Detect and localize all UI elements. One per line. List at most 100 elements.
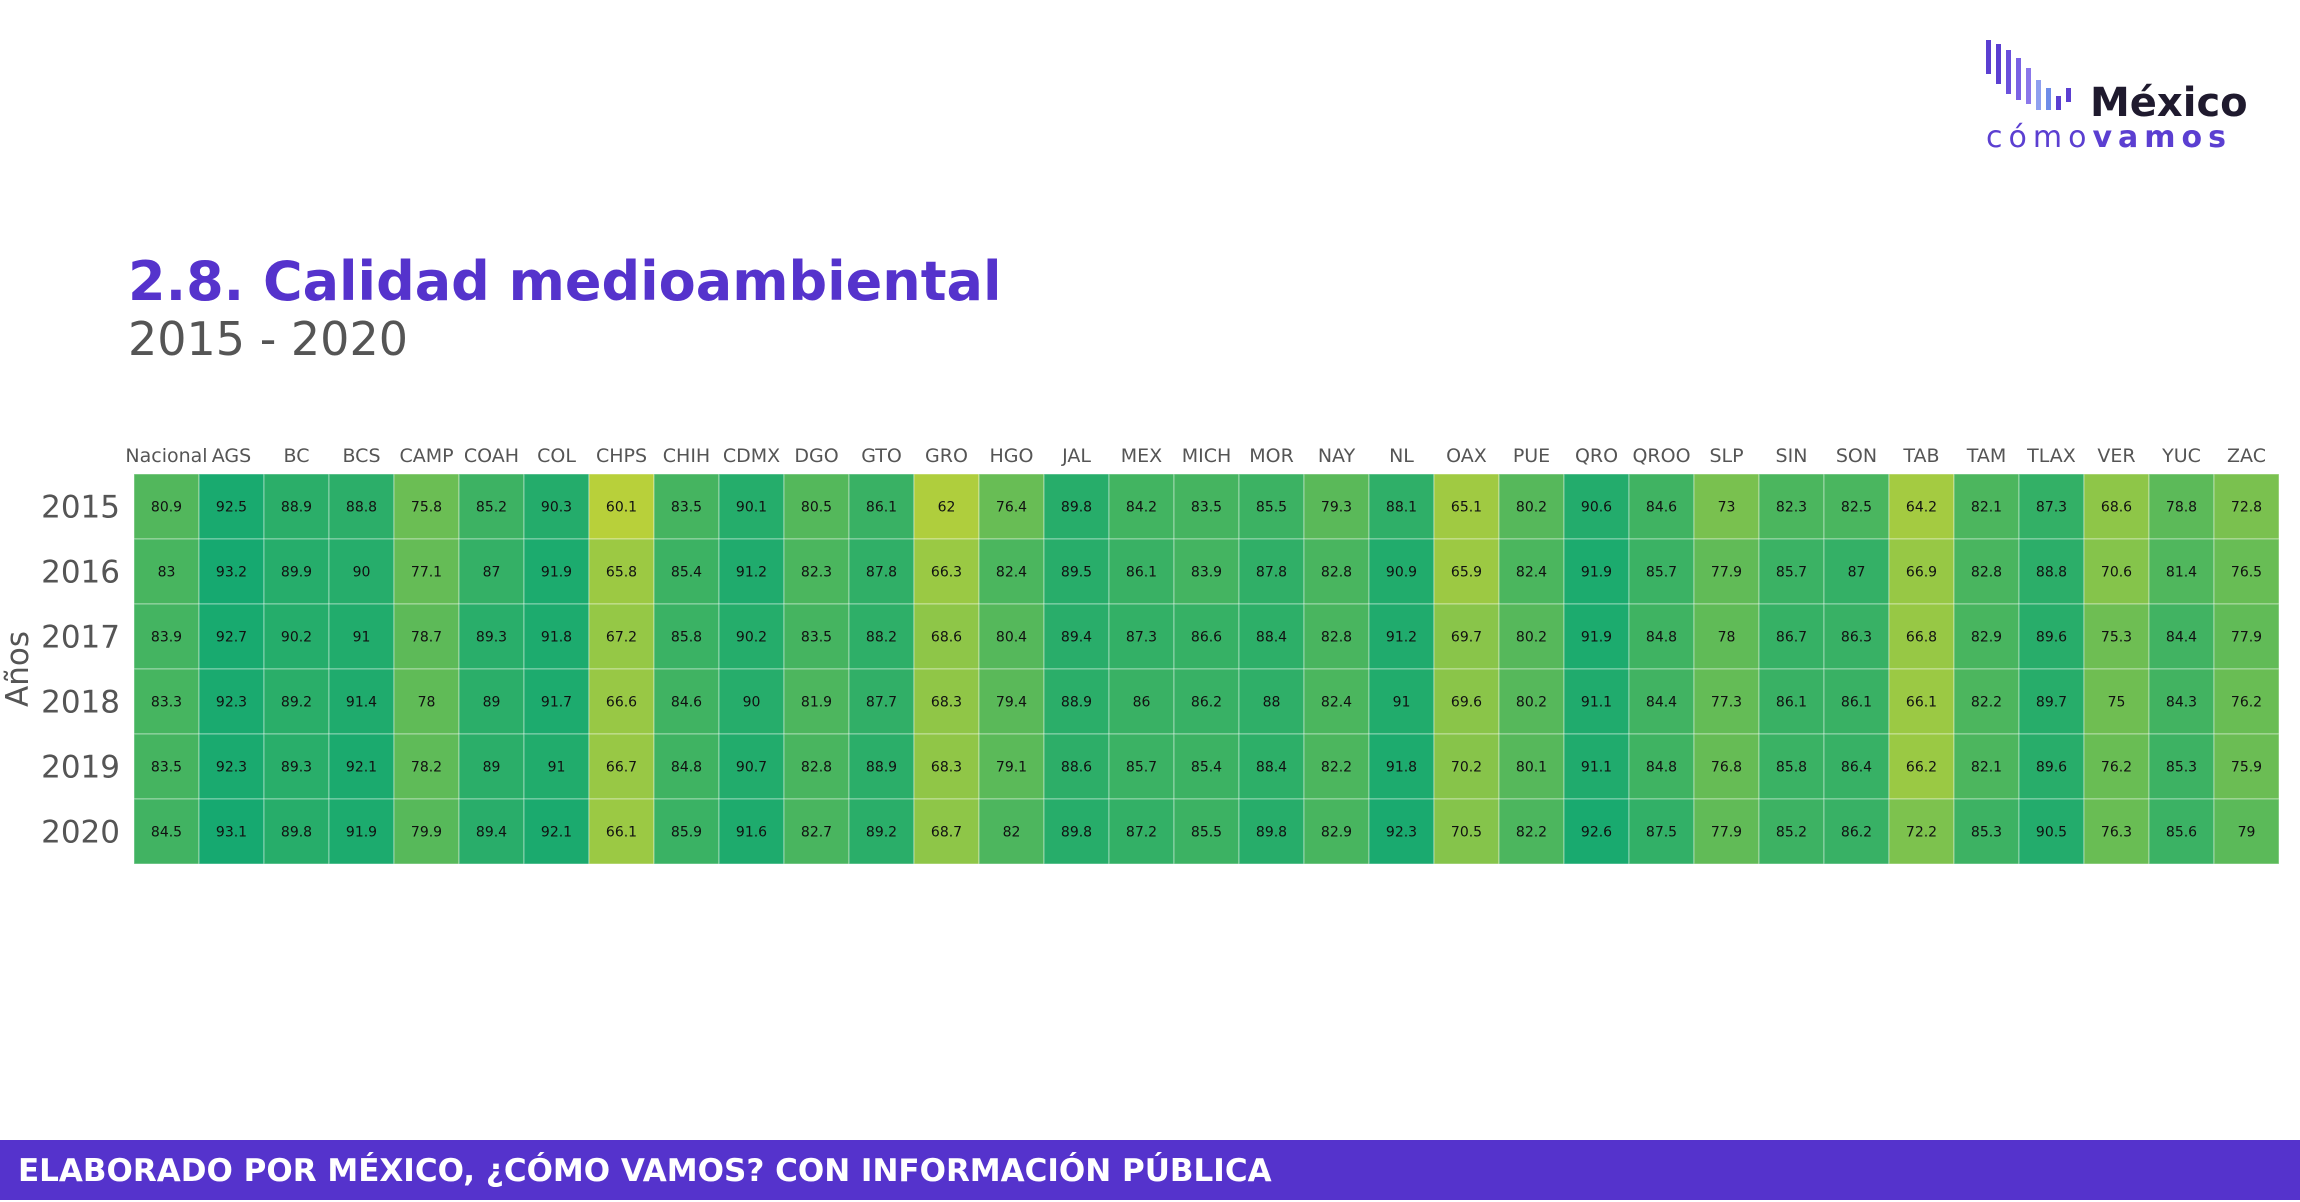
heatmap-cell <box>653 798 720 865</box>
heatmap-cell <box>913 668 980 735</box>
cell-value-label: 80.1 <box>1516 760 1547 776</box>
cell-value-label: 89.8 <box>1061 500 1092 516</box>
cell-value-label: 82.2 <box>1321 760 1352 776</box>
heatmap-cell <box>718 798 785 865</box>
cell-value-label: 72.2 <box>1906 825 1937 841</box>
heatmap-cell <box>1238 798 1305 865</box>
heatmap-cell <box>978 733 1045 800</box>
heatmap-cell <box>393 798 460 865</box>
row-label: 2020 <box>41 815 120 851</box>
cell-value-label: 88.8 <box>2036 565 2067 581</box>
cell-value-label: 88.9 <box>866 760 897 776</box>
heatmap-cell <box>1823 668 1890 735</box>
cell-value-label: 84.6 <box>671 695 702 711</box>
heatmap-cell <box>1823 603 1890 670</box>
heatmap-cell <box>1563 733 1630 800</box>
heatmap-cell <box>2148 668 2215 735</box>
cell-value-label: 70.6 <box>2101 565 2132 581</box>
cell-value-label: 75.8 <box>411 500 442 516</box>
cell-value-label: 62 <box>938 500 956 516</box>
heatmap-cell <box>1303 668 1370 735</box>
cell-value-label: 76.4 <box>996 500 1027 516</box>
heatmap-cell <box>2018 668 2085 735</box>
heatmap-cell <box>1303 538 1370 605</box>
cell-value-label: 91.9 <box>541 565 572 581</box>
heatmap-cell <box>263 668 330 735</box>
cell-value-label: 84.6 <box>1646 500 1677 516</box>
cell-value-label: 68.6 <box>2101 500 2132 516</box>
heatmap-cell <box>913 603 980 670</box>
column-label: TAB <box>1902 445 1939 467</box>
cell-value-label: 87 <box>483 565 501 581</box>
column-label: YUC <box>2161 445 2201 467</box>
cell-value-label: 84.8 <box>671 760 702 776</box>
cell-value-label: 82.8 <box>1321 565 1352 581</box>
column-label: QRO <box>1575 445 1618 467</box>
heatmap-cell <box>1368 798 1435 865</box>
cell-value-label: 84.2 <box>1126 500 1157 516</box>
heatmap-cell <box>588 473 655 540</box>
cell-value-label: 75.3 <box>2101 630 2132 646</box>
cell-value-label: 65.9 <box>1451 565 1482 581</box>
cell-value-label: 80.5 <box>801 500 832 516</box>
heatmap-cell <box>1433 798 1500 865</box>
cell-value-label: 93.2 <box>216 565 247 581</box>
cell-value-label: 83.5 <box>151 760 182 776</box>
heatmap-cell <box>1433 473 1500 540</box>
heatmap-cell <box>393 733 460 800</box>
cell-value-label: 89.6 <box>2036 760 2067 776</box>
heatmap-cell <box>133 798 200 865</box>
cell-value-label: 91.2 <box>1386 630 1417 646</box>
cell-value-label: 87.3 <box>1126 630 1157 646</box>
heatmap-cell <box>848 473 915 540</box>
heatmap-cell <box>458 798 525 865</box>
page-title: 2.8. Calidad medioambiental <box>128 250 1002 313</box>
cell-value-label: 90.9 <box>1386 565 1417 581</box>
cell-value-label: 66.8 <box>1906 630 1937 646</box>
cell-value-label: 83.5 <box>1191 500 1222 516</box>
mexico-como-vamos-logo: México cómovamos <box>1980 36 2260 156</box>
heatmap-cell <box>1368 668 1435 735</box>
cell-value-label: 83.9 <box>1191 565 1222 581</box>
cell-value-label: 82.1 <box>1971 760 2002 776</box>
column-label: Nacional <box>125 445 207 467</box>
cell-value-label: 82.2 <box>1971 695 2002 711</box>
heatmap-cell <box>1888 603 1955 670</box>
cell-value-label: 86.1 <box>866 500 897 516</box>
heatmap-cell <box>1498 733 1565 800</box>
heatmap-cell <box>1238 473 1305 540</box>
column-label: QROO <box>1632 445 1690 467</box>
row-label: 2015 <box>41 490 120 526</box>
heatmap-cell <box>2083 473 2150 540</box>
heatmap-cell <box>328 798 395 865</box>
heatmap-cell <box>2148 798 2215 865</box>
cell-value-label: 86.6 <box>1191 630 1222 646</box>
cell-value-label: 85.3 <box>1971 825 2002 841</box>
heatmap-cell <box>2148 473 2215 540</box>
cell-value-label: 88.4 <box>1256 630 1287 646</box>
row-label: 2019 <box>41 750 120 786</box>
column-label: CHPS <box>596 445 647 467</box>
cell-value-label: 91.2 <box>736 565 767 581</box>
heatmap-cell <box>1108 798 1175 865</box>
cell-value-label: 90.1 <box>736 500 767 516</box>
cell-value-label: 90.6 <box>1581 500 1612 516</box>
row-label: 2016 <box>41 555 120 591</box>
heatmap-cell <box>458 733 525 800</box>
cell-value-label: 91.7 <box>541 695 572 711</box>
heatmap-cell <box>393 603 460 670</box>
cell-value-label: 90.7 <box>736 760 767 776</box>
cell-value-label: 92.7 <box>216 630 247 646</box>
heatmap-cell <box>1043 798 1110 865</box>
cell-value-label: 87.8 <box>1256 565 1287 581</box>
heatmap-cell <box>1173 733 1240 800</box>
cell-value-label: 76.3 <box>2101 825 2132 841</box>
heatmap-cell <box>393 473 460 540</box>
heatmap-cell <box>1693 798 1760 865</box>
cell-value-label: 82.4 <box>1321 695 1352 711</box>
cell-value-label: 67.2 <box>606 630 637 646</box>
cell-value-label: 73 <box>1718 500 1736 516</box>
heatmap-cell <box>2018 538 2085 605</box>
cell-value-label: 76.2 <box>2101 760 2132 776</box>
cell-value-label: 83.3 <box>151 695 182 711</box>
